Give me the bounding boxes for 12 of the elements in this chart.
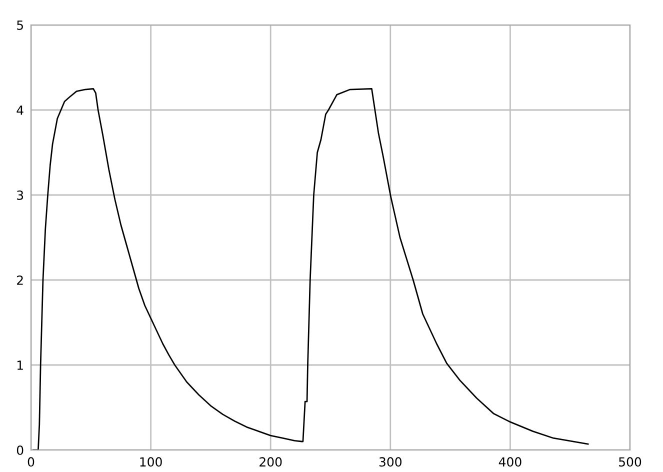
y-tick-label: 3 bbox=[17, 190, 24, 200]
x-tick-label: 300 bbox=[379, 457, 402, 467]
y-tick-label: 2 bbox=[17, 275, 23, 285]
y-tick-label: 4 bbox=[16, 106, 24, 115]
y-tick-label: 0 bbox=[16, 445, 24, 455]
x-tick-label: 0 bbox=[28, 457, 34, 467]
y-tick-label: 1 bbox=[17, 360, 23, 370]
x-tick-label: 500 bbox=[619, 457, 642, 467]
x-tick-label: 400 bbox=[498, 457, 522, 467]
x-tick-label: 200 bbox=[260, 457, 282, 467]
y-tick-label: 5 bbox=[17, 20, 23, 30]
x-tick-label: 100 bbox=[140, 457, 162, 467]
